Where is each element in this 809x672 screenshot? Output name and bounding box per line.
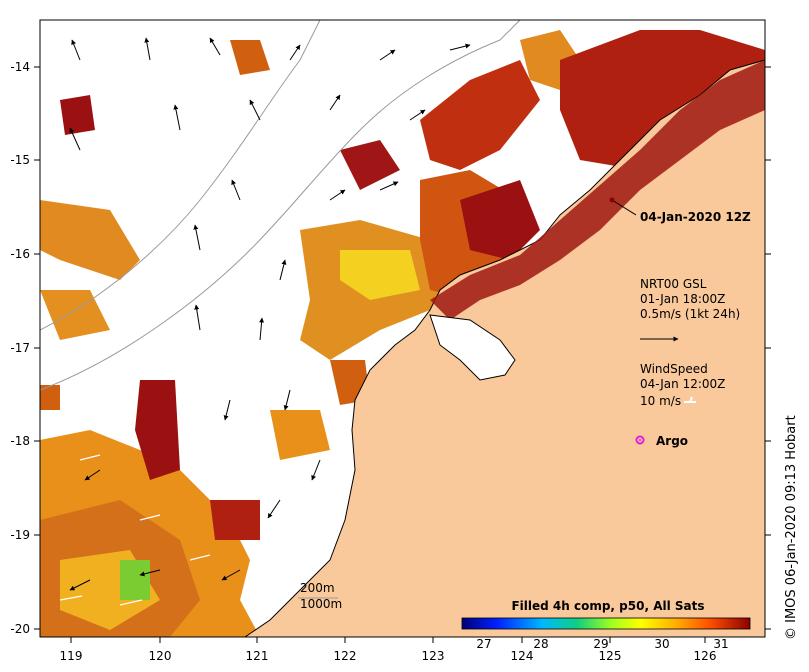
current-legend: NRT00 GSL 01-Jan 18:00Z 0.5m/s (1kt 24h): [640, 277, 740, 342]
plot-frame: [39, 19, 766, 638]
colorbar-gradient: [461, 617, 751, 630]
lat-tick-label: -20: [10, 622, 30, 636]
lat-tick-label: -19: [10, 528, 30, 542]
lat-tick-label: -14: [10, 60, 30, 74]
wind-vectors: [59, 454, 211, 606]
lon-tick-label: 124: [511, 649, 534, 663]
colorbar-title: Filled 4h comp, p50, All Sats: [511, 599, 704, 613]
coastal-sst-band: [430, 60, 765, 320]
date-pointer-dot: [609, 197, 615, 203]
argo-marker: [635, 435, 645, 445]
depth-legend-1000m: 1000m: [300, 597, 342, 611]
isobath-200m: [40, 20, 521, 391]
sst-field: [40, 30, 765, 637]
date-pointer: [611, 199, 637, 216]
current-legend-line1: NRT00 GSL: [640, 277, 707, 291]
lon-tick-labels: 119 120 121 122 123 124 125 126: [60, 649, 717, 663]
current-vectors: [69, 37, 471, 591]
lon-tick-label: 121: [246, 649, 269, 663]
lon-tick-label: 125: [599, 649, 622, 663]
argo-marker-center: [639, 439, 641, 441]
colorbar-tick: 30: [654, 637, 669, 651]
inlet: [429, 314, 516, 381]
depth-legend: 200m 1000m: [298, 581, 342, 611]
lon-tick-label: 126: [694, 649, 717, 663]
argo-label: Argo: [656, 434, 688, 448]
depth-legend-200m: 200m: [300, 581, 335, 595]
lat-tick-label: -15: [10, 153, 30, 167]
lon-tick-label: 120: [149, 649, 172, 663]
wind-legend-line2: 04-Jan 12:00Z: [640, 377, 725, 391]
colorbar-tick: 29: [593, 637, 608, 651]
axis-ticks: [34, 66, 771, 643]
date-label: 04-Jan-2020 12Z: [640, 210, 751, 224]
wind-legend-line1: WindSpeed: [640, 362, 708, 376]
lon-tick-label: 123: [422, 649, 445, 663]
argo-legend: Argo: [635, 434, 688, 448]
lat-tick-labels: -14 -15 -16 -17 -18 -19 -20: [10, 60, 30, 636]
colorbar-tick: 31: [713, 637, 728, 651]
colorbar-tick: 28: [533, 637, 548, 651]
wind-legend-barb-tick: [689, 396, 693, 403]
wind-legend: WindSpeed 04-Jan 12:00Z 10 m/s: [640, 362, 725, 408]
colorbar-tick: 27: [476, 637, 491, 651]
wind-legend-line3: 10 m/s: [640, 394, 681, 408]
lat-tick-label: -17: [10, 341, 30, 355]
current-legend-line3: 0.5m/s (1kt 24h): [640, 307, 740, 321]
credit-text: © IMOS 06-Jan-2020 09:13 Hobart: [784, 415, 799, 640]
lat-tick-label: -18: [10, 434, 30, 448]
lat-tick-label: -16: [10, 247, 30, 261]
current-legend-line2: 01-Jan 18:00Z: [640, 292, 725, 306]
isobath-1000m: [40, 20, 321, 331]
colorbar: Filled 4h comp, p50, All Sats 27 28 29 3…: [461, 599, 751, 651]
lon-tick-label: 122: [334, 649, 357, 663]
lon-tick-label: 119: [60, 649, 83, 663]
